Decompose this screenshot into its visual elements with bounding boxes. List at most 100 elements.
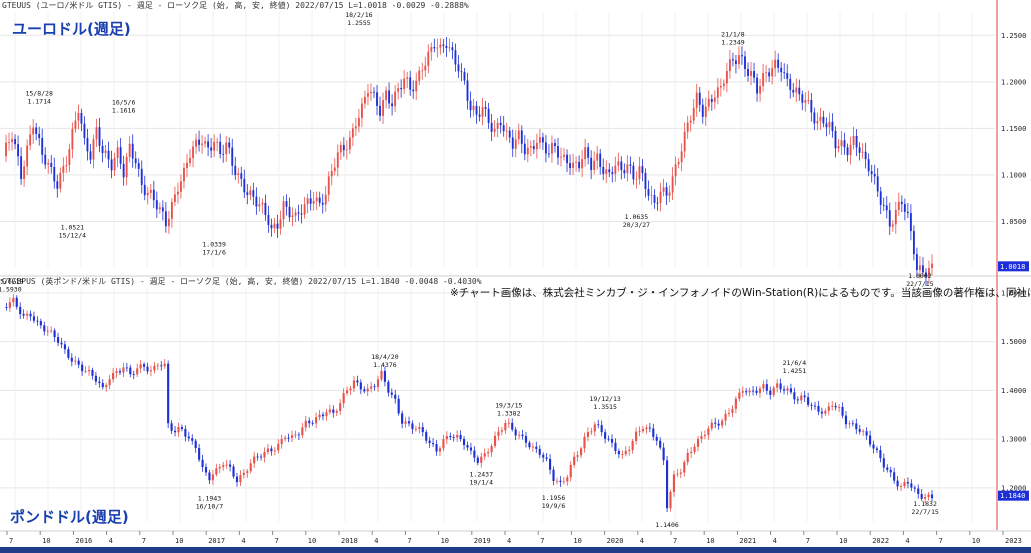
candle (261, 202, 264, 205)
candle (899, 486, 903, 487)
candle (800, 395, 803, 401)
candle (14, 139, 16, 145)
candle (239, 475, 242, 483)
candle (253, 456, 256, 464)
candle (186, 162, 188, 168)
candle (128, 143, 131, 157)
candle (349, 388, 352, 391)
candle (222, 465, 225, 468)
candle (490, 446, 493, 453)
candle (786, 388, 789, 391)
candle (596, 153, 599, 161)
candle (793, 392, 796, 400)
candle (756, 77, 758, 94)
price-annotation: 1.1832 (913, 500, 937, 508)
candle (741, 55, 743, 57)
candle (32, 316, 36, 321)
candle (876, 176, 879, 192)
chart-header: GTGBPUS (英ポンド/米ドル GTIS) - 週足 - ローソク足 (始,… (2, 276, 482, 286)
candle (401, 413, 404, 424)
candle (367, 93, 369, 97)
candle (380, 370, 383, 380)
candle (383, 370, 386, 382)
y-tick-label: 1.1000 (1001, 171, 1026, 179)
price-annotation: 21/6/4 (783, 359, 807, 367)
price-annotation: 1.5930 (0, 285, 22, 293)
candle (77, 360, 80, 365)
candle (149, 370, 153, 372)
x-tick-label: 7 (939, 537, 943, 545)
candle (321, 414, 325, 417)
candle (587, 147, 590, 158)
candle (38, 133, 41, 139)
x-tick-label: 10 (441, 537, 449, 545)
candle (81, 364, 84, 372)
candle (529, 146, 532, 148)
candle (507, 422, 510, 424)
candle (641, 166, 644, 174)
x-tick-label: 4 (109, 537, 113, 545)
candle (493, 128, 496, 132)
candle (541, 137, 544, 143)
candle (505, 130, 508, 132)
candle (156, 365, 159, 367)
candle (143, 364, 146, 367)
candle (566, 154, 568, 164)
candle (909, 213, 912, 231)
candle (160, 365, 163, 367)
candle (8, 142, 10, 143)
price-annotation: 15/8/28 (25, 89, 52, 97)
candle (89, 151, 92, 160)
candle (297, 434, 300, 436)
candle (605, 169, 608, 174)
candle (264, 202, 267, 215)
candle (825, 123, 828, 128)
candle (373, 91, 375, 93)
candle (194, 440, 197, 449)
candle (755, 390, 758, 393)
candle (146, 366, 149, 372)
candle (258, 204, 261, 207)
candle (810, 100, 813, 113)
candle (551, 143, 553, 154)
candle (56, 181, 59, 189)
candle (364, 96, 366, 104)
candle (105, 385, 108, 388)
candle (545, 457, 548, 459)
candle (765, 72, 768, 74)
x-tick-label: 4 (640, 537, 644, 545)
candle (521, 434, 524, 437)
price-annotation: 17/1/6 (202, 248, 226, 256)
scrollbar[interactable] (0, 547, 1031, 553)
candle (391, 103, 394, 107)
candle (376, 92, 378, 106)
candle (520, 130, 523, 144)
candle (146, 192, 149, 196)
candle (638, 166, 641, 179)
candle (29, 313, 32, 317)
candle (225, 464, 228, 466)
candle (771, 68, 774, 77)
candle (873, 173, 876, 177)
x-tick-label: 10 (972, 537, 980, 545)
candle (659, 191, 662, 203)
candle (544, 142, 547, 154)
candle (849, 144, 852, 156)
candle (300, 213, 303, 215)
price-annotation: 16/10/7 (196, 503, 223, 511)
candle (557, 145, 559, 158)
candle (579, 448, 583, 456)
candle (690, 451, 693, 454)
candle (906, 482, 909, 484)
candle (237, 173, 240, 175)
candle (17, 144, 20, 157)
candle (744, 56, 746, 69)
candle (184, 428, 187, 437)
candle (679, 472, 682, 474)
candle (648, 427, 651, 429)
candle (345, 149, 348, 151)
x-tick-label: 7 (142, 537, 146, 545)
candle (542, 454, 545, 458)
candle (187, 436, 190, 439)
candle (820, 411, 823, 414)
